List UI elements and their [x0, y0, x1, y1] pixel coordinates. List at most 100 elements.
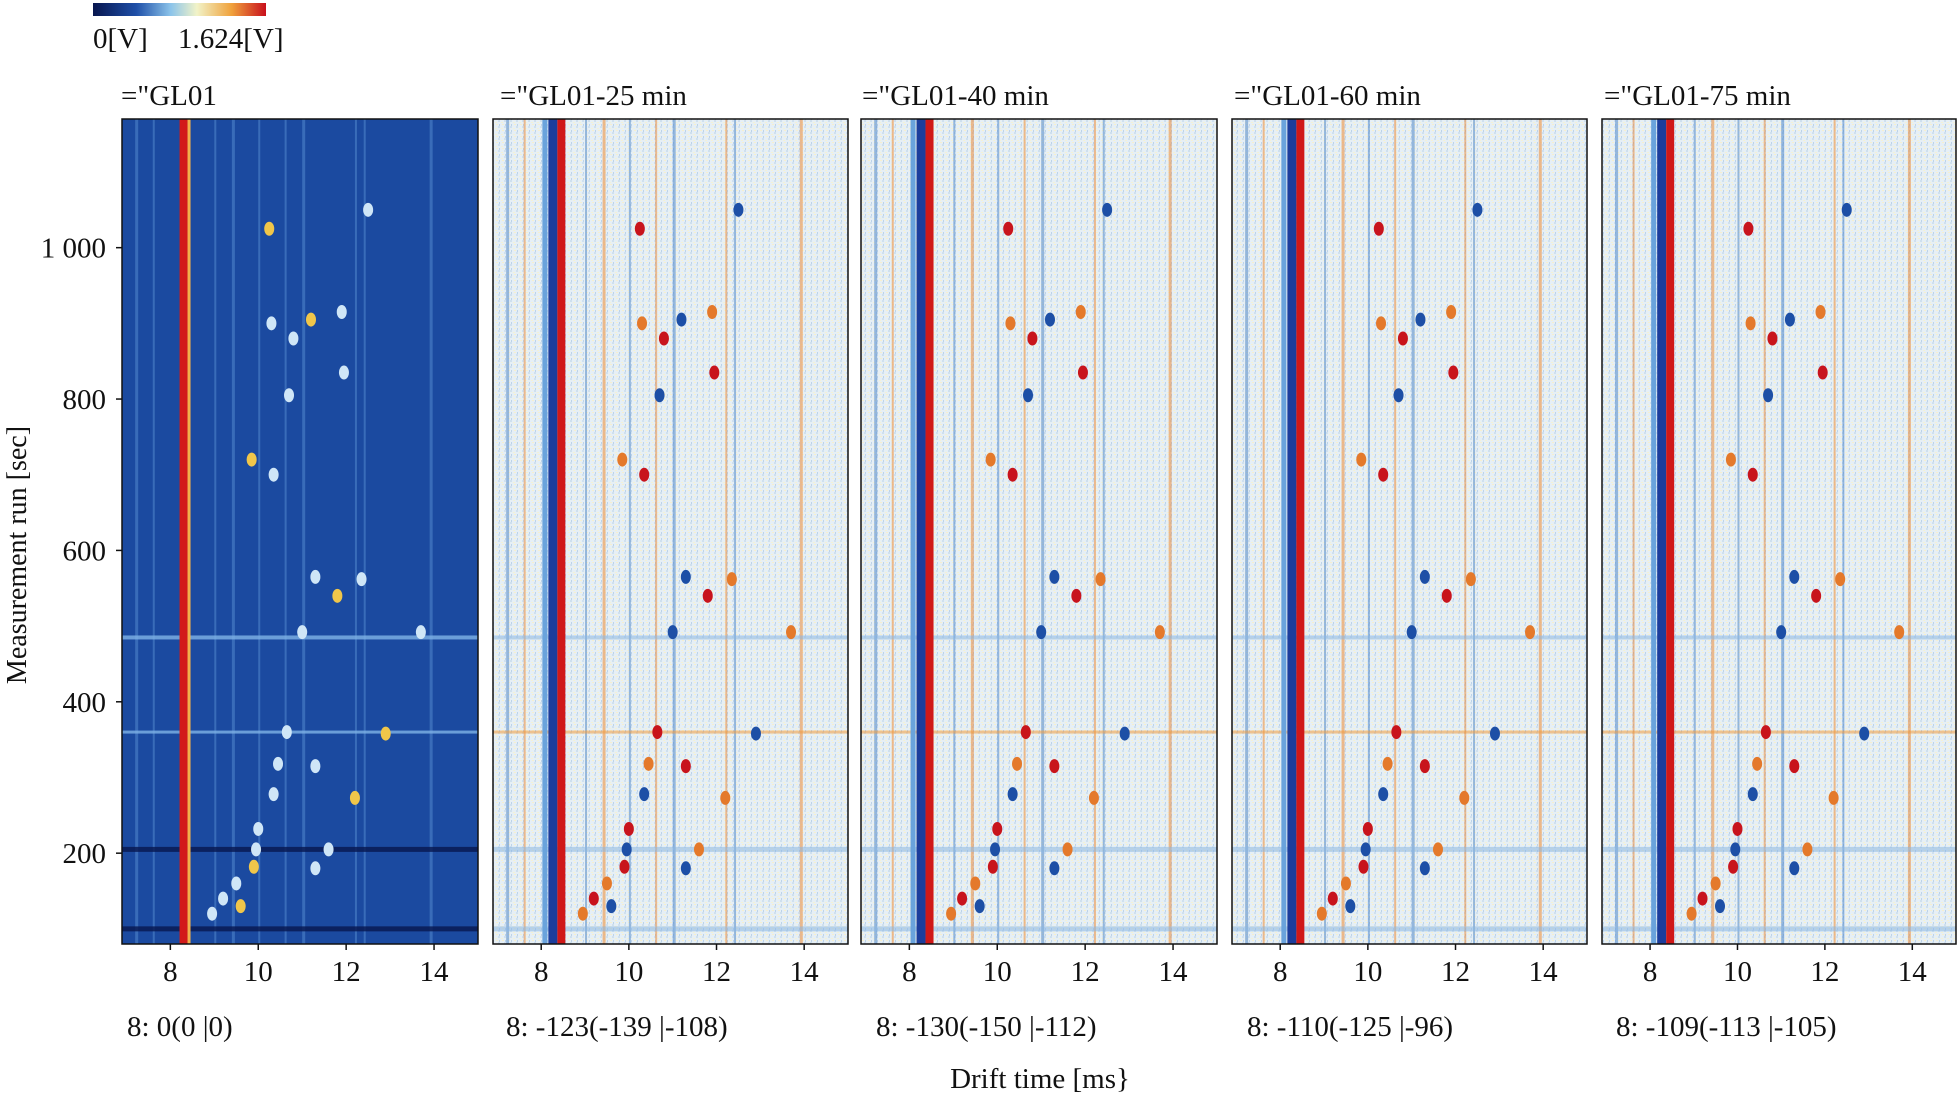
peak-spot: [1760, 725, 1771, 740]
horizontal-band: [122, 926, 478, 932]
peak-spot: [750, 726, 761, 741]
peak-spot: [577, 906, 588, 921]
panel-5-frame: [1601, 118, 1957, 945]
x-tick-label: 10: [983, 956, 1012, 988]
peak-spot: [1415, 312, 1426, 327]
peak-spot: [1789, 759, 1800, 774]
drift-streak: [284, 119, 287, 944]
x-tick-label: 14: [1529, 956, 1559, 988]
drift-streak: [628, 119, 631, 944]
peak-spot: [1441, 588, 1452, 603]
peak-spot: [1859, 726, 1870, 741]
panel-5-title: ="GL01-75 min: [1604, 80, 1791, 112]
peak-spot: [1472, 202, 1483, 217]
x-tick-label: 8: [1643, 956, 1658, 988]
peak-spot: [1747, 787, 1758, 802]
x-tick-label: 12: [1441, 956, 1470, 988]
x-axis-label: Drift time [ms}: [950, 1063, 1130, 1095]
peak-spot: [621, 842, 632, 857]
drift-streak: [1245, 119, 1249, 944]
horizontal-band: [861, 730, 1217, 734]
peak-spot: [1391, 725, 1402, 740]
panel-2-plot: 8 10 12 14: [492, 118, 849, 988]
reactant-ion-peak-light: [1651, 119, 1657, 944]
y-tick-label: 1 000: [41, 233, 106, 265]
drift-streak: [891, 119, 894, 944]
drift-streak: [672, 119, 676, 944]
panel-2-frame: [492, 118, 849, 945]
drift-streak: [655, 119, 658, 944]
peak-spot: [1710, 876, 1721, 891]
peak-spot: [1802, 842, 1813, 857]
horizontal-band: [1232, 846, 1587, 852]
peak-spot: [643, 756, 654, 771]
horizontal-band: [861, 926, 1217, 932]
peak-spot: [323, 842, 334, 857]
peak-spot: [1747, 467, 1758, 482]
horizontal-band: [493, 846, 848, 852]
peak-spot: [680, 569, 691, 584]
peak-spot: [1697, 891, 1708, 906]
x-tick-label: 14: [1159, 956, 1189, 988]
drift-streak: [1324, 119, 1327, 944]
peak-spot: [1763, 388, 1774, 403]
x-tick-label: 8: [902, 956, 917, 988]
peak-spot: [970, 876, 981, 891]
peak-spot: [336, 305, 347, 320]
peak-spot: [1036, 625, 1047, 640]
peak-spot: [1419, 861, 1430, 876]
reactant-ion-peak-pos: [1666, 119, 1675, 944]
peak-spot: [1154, 625, 1165, 640]
peak-spot: [1007, 467, 1018, 482]
peak-spot: [1459, 790, 1470, 805]
peak-spot: [1432, 842, 1443, 857]
peak-spot: [634, 221, 645, 236]
peak-spot: [1095, 572, 1106, 587]
peak-spot: [310, 569, 321, 584]
panel-4-subtitle: 8: -110(-125 |-96): [1247, 1011, 1453, 1043]
x-tick-label: 14: [1898, 956, 1928, 988]
drift-streak: [258, 119, 261, 944]
y-tick-label: 200: [63, 838, 107, 870]
peak-spot: [1725, 452, 1736, 467]
x-tick-label: 10: [1353, 956, 1382, 988]
y-axis-label: Measurement run [sec]: [2, 426, 33, 684]
peak-spot: [297, 625, 308, 640]
peak-spot: [1373, 221, 1384, 236]
drift-streak: [734, 119, 737, 944]
peak-spot: [305, 312, 316, 327]
colorbar: [93, 3, 266, 16]
drift-streak: [1842, 119, 1845, 944]
peak-spot: [1841, 202, 1852, 217]
reactant-ion-peak-pos: [925, 119, 934, 944]
peak-spot: [1345, 899, 1356, 914]
x-tick-label: 12: [702, 956, 731, 988]
reactant-ion-peak-neg: [916, 119, 926, 944]
peak-spot: [1745, 316, 1756, 331]
peak-spot: [1776, 625, 1787, 640]
panel-5-plot: 8 10 12 14: [1601, 118, 1957, 988]
peak-spot: [1715, 899, 1725, 914]
reactant-ion-peak: [179, 119, 188, 944]
peak-spot: [693, 842, 704, 857]
drift-streak: [799, 119, 803, 944]
drift-streak: [725, 119, 728, 944]
y-tick-label: 400: [63, 687, 107, 719]
drift-streak: [585, 119, 588, 944]
peak-spot: [652, 725, 663, 740]
peak-spot: [332, 588, 343, 603]
drift-streak: [874, 119, 878, 944]
panel-2-title: ="GL01-25 min: [500, 80, 687, 112]
peak-spot: [1358, 859, 1369, 874]
reactant-ion-peak-light: [542, 119, 548, 944]
peak-spot: [1397, 331, 1408, 346]
peak-spot: [623, 821, 634, 836]
drift-streak: [363, 119, 366, 944]
peak-spot: [1088, 790, 1099, 805]
peak-spot: [1728, 859, 1739, 874]
peak-spot: [709, 365, 720, 380]
peak-spot: [1071, 588, 1082, 603]
horizontal-band: [861, 846, 1217, 852]
peak-spot: [1730, 842, 1741, 857]
peak-spot: [1406, 625, 1417, 640]
